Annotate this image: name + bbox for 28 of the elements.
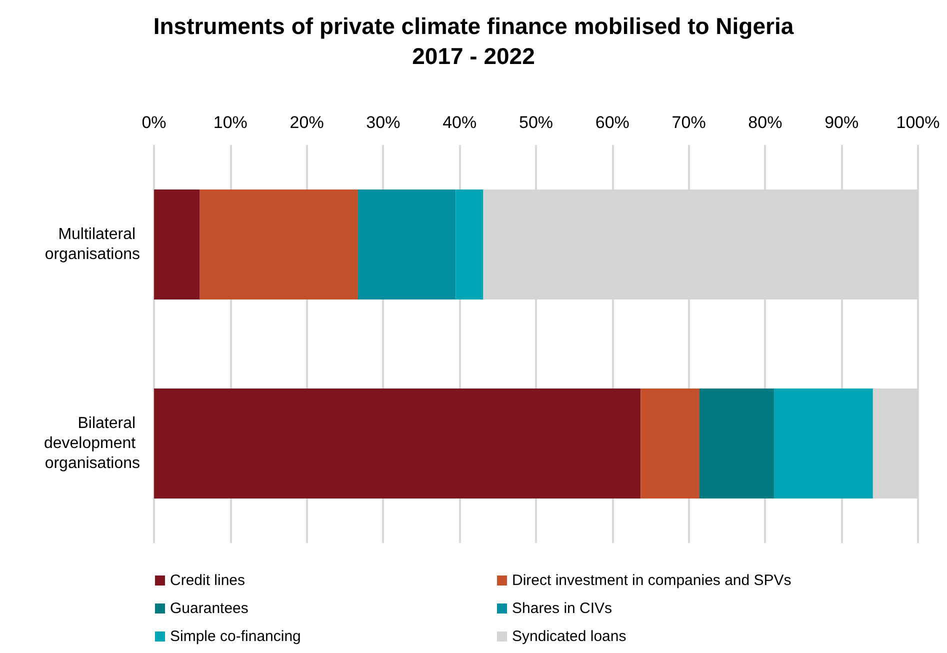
x-tick-label: 10% (213, 113, 248, 132)
x-tick-label: 90% (824, 113, 859, 132)
x-tick-label: 20% (290, 113, 324, 132)
x-tick-label: 0% (142, 113, 166, 132)
bar (774, 388, 873, 498)
chart-title: Instruments of private climate finance mobilised to Nigeria 2017 - 2022 (153, 13, 794, 69)
bar (154, 388, 641, 498)
x-tick-label: 60% (595, 113, 630, 132)
legend-label: Credit lines (170, 572, 246, 589)
bar (640, 388, 700, 498)
legend-label: Simple co-financing (170, 628, 301, 645)
bar (200, 190, 358, 300)
y-tick-label: Bilateral development organisations (44, 415, 140, 472)
legend-label: Direct investment in companies and SPVs (512, 572, 792, 589)
bar (358, 190, 456, 300)
bar (699, 388, 774, 498)
x-tick-label: 40% (442, 113, 477, 132)
legend-label: Syndicated loans (512, 628, 626, 645)
x-tick-label: 30% (366, 113, 400, 132)
x-tick-label: 50% (518, 113, 554, 132)
bar (154, 190, 200, 300)
x-tick-label: 70% (672, 113, 706, 132)
legend-label: Shares in CIVs (512, 600, 612, 617)
y-tick-label: Multilateral organisations (44, 226, 140, 263)
bar (456, 190, 484, 300)
x-tick-label: 80% (748, 113, 782, 132)
legend-label: Guarantees (170, 600, 248, 617)
x-tick-label: 100% (896, 113, 940, 132)
